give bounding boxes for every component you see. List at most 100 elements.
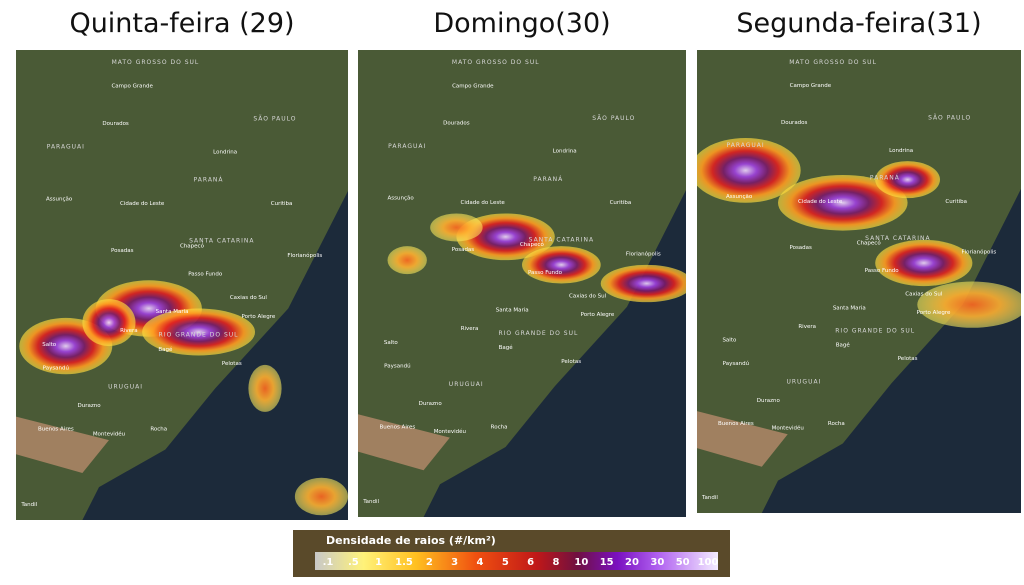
- city-label: Campo Grande: [111, 84, 153, 90]
- city-label: Curitiba: [945, 199, 967, 205]
- city-label: Cidade do Leste: [461, 200, 506, 206]
- lightning-cell: [522, 246, 601, 284]
- city-label: Salto: [722, 338, 737, 344]
- region-label: SANTA CATARINA: [529, 236, 594, 243]
- city-label: Buenos Aires: [379, 424, 415, 430]
- ocean: [761, 188, 1021, 513]
- city-label: Londrina: [553, 149, 577, 155]
- region-label: MATO GROSSO DO SUL: [789, 59, 877, 66]
- legend-label: 4: [477, 557, 484, 568]
- legend-bar: [315, 552, 718, 570]
- city-label: Posadas: [111, 248, 134, 254]
- city-label: Posadas: [789, 245, 812, 251]
- city-label: Londrina: [889, 148, 913, 154]
- city-label: Cidade do Leste: [798, 199, 843, 205]
- region-label: URUGUAI: [449, 381, 484, 388]
- city-label: Dourados: [781, 120, 808, 126]
- city-label: Paysandú: [384, 363, 410, 370]
- legend-label: .1: [323, 557, 334, 568]
- city-label: Chapecó: [180, 242, 205, 249]
- region-label: SÃO PAULO: [592, 115, 635, 122]
- city-label: Durazno: [419, 401, 443, 407]
- lightning-cell: [875, 161, 940, 199]
- region-label: PARAGUAI: [727, 142, 765, 149]
- city-label: Pelotas: [561, 359, 581, 365]
- legend-label: .5: [348, 557, 359, 568]
- lightning-cell: [430, 213, 483, 242]
- lightning-cell: [82, 299, 136, 347]
- city-label: Chapecó: [857, 239, 882, 246]
- city-label: Salto: [42, 342, 57, 348]
- panel-title: Segunda-feira(31): [736, 8, 981, 39]
- city-label: Durazno: [757, 398, 781, 404]
- region-label: RIO GRANDE DO SUL: [835, 327, 915, 334]
- city-label: Londrina: [213, 149, 237, 155]
- city-label: Rivera: [120, 328, 138, 334]
- lightning-cell: [917, 281, 1021, 328]
- region-label: PARAGUAI: [388, 143, 426, 150]
- city-label: Assunção: [726, 194, 753, 200]
- map-panel: MATO GROSSO DO SUL PARAGUAI SÃO PAULO PARAN…: [358, 50, 686, 517]
- region-label: MATO GROSSO DO SUL: [452, 59, 540, 66]
- legend-label: 100: [698, 557, 719, 568]
- city-label: Assunção: [46, 196, 73, 202]
- map-panel: MATO GROSSO DO SUL PARAGUAI SÃO PAULO PARAN…: [16, 50, 348, 520]
- city-label: Bagé: [499, 344, 514, 351]
- legend-label: 30: [650, 557, 664, 568]
- panel-title: Quinta-feira (29): [69, 8, 294, 39]
- legend-label: 5: [502, 557, 509, 568]
- city-label: Rivera: [798, 324, 816, 330]
- city-label: Paysandú: [723, 360, 749, 367]
- region-label: PARANÁ: [194, 177, 224, 184]
- city-label: Posadas: [452, 247, 475, 253]
- city-label: Florianópolis: [626, 250, 661, 257]
- legend-label: 1.5: [395, 557, 413, 568]
- city-label: Caxias do Sul: [569, 294, 607, 300]
- legend-label: 1: [375, 557, 382, 568]
- panel-title: Domingo(30): [433, 8, 610, 39]
- region-label: SANTA CATARINA: [865, 235, 930, 242]
- legend-label: 8: [553, 557, 560, 568]
- city-label: Montevidéu: [434, 428, 466, 435]
- region-label: RIO GRANDE DO SUL: [498, 330, 578, 337]
- lightning-cell: [142, 308, 256, 356]
- legend-label: 6: [527, 557, 534, 568]
- city-label: Bagé: [158, 346, 173, 353]
- city-label: Paysandú: [43, 365, 69, 372]
- city-label: Montevidéu: [93, 430, 125, 437]
- city-label: Florianópolis: [961, 249, 996, 256]
- legend-label: 3: [451, 557, 458, 568]
- city-label: Passo Fundo: [528, 270, 563, 276]
- city-label: Santa Maria: [496, 308, 529, 314]
- lightning-cell: [697, 137, 801, 203]
- city-label: Curitiba: [271, 201, 293, 207]
- legend-label: 15: [600, 557, 614, 568]
- city-label: Porto Alegre: [581, 312, 615, 318]
- city-label: Pelotas: [898, 356, 918, 362]
- city-label: Caxias do Sul: [905, 291, 943, 297]
- lightning-cell: [778, 175, 908, 231]
- legend-title: Densidade de raios (#/km²): [326, 534, 496, 547]
- region-label: URUGUAI: [108, 383, 143, 390]
- city-label: Rocha: [828, 421, 845, 427]
- city-label: Salto: [384, 340, 399, 346]
- city-label: Florianópolis: [287, 252, 322, 259]
- lightning-cell: [387, 246, 427, 275]
- lightning-cell: [600, 264, 686, 303]
- map-panel: MATO GROSSO DO SUL PARAGUAI SÃO PAULO PARAN…: [697, 50, 1021, 513]
- city-label: Tandil: [362, 499, 379, 505]
- legend-label: 2: [426, 557, 433, 568]
- region-label: PARANÁ: [870, 175, 900, 182]
- city-label: Montevidéu: [772, 425, 804, 432]
- city-label: Buenos Aires: [718, 421, 754, 427]
- city-label: Cidade do Leste: [120, 201, 165, 207]
- estuary: [16, 416, 109, 473]
- lightning-cell: [875, 239, 973, 287]
- estuary: [358, 414, 450, 471]
- city-label: Caxias do Sul: [230, 295, 268, 301]
- city-label: Durazno: [77, 403, 101, 409]
- city-label: Assunção: [388, 195, 415, 201]
- lightning-cell: [294, 477, 348, 516]
- ocean: [82, 191, 348, 520]
